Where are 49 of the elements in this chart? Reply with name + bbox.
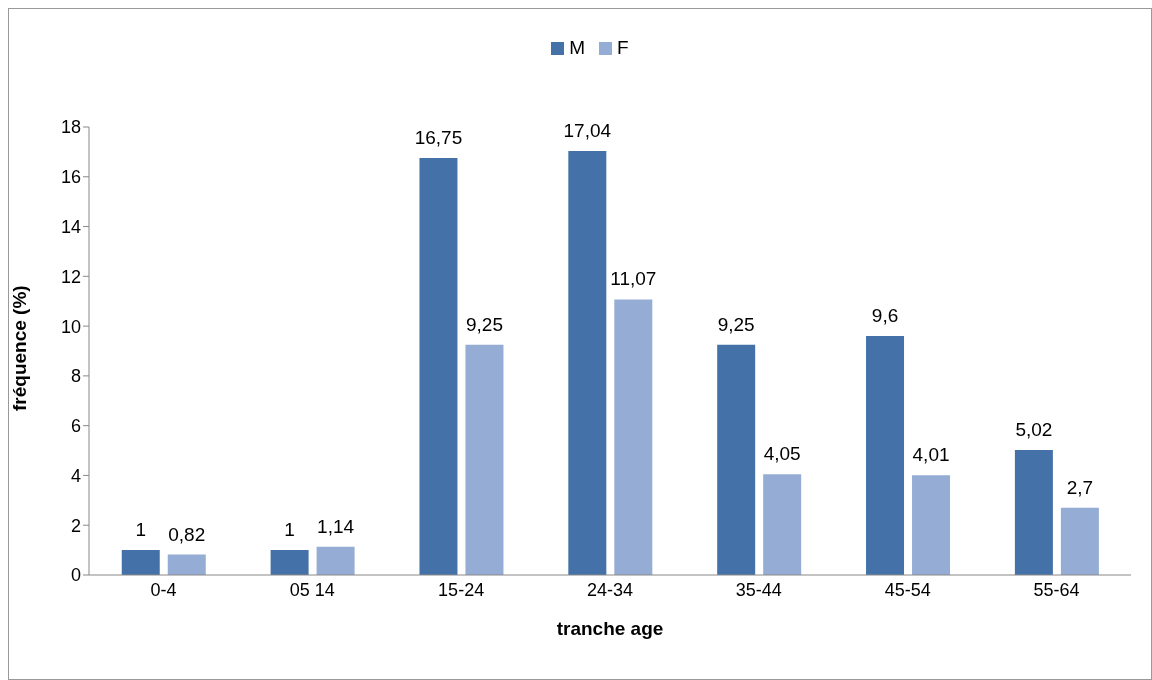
y-tick-label: 18 <box>60 117 81 138</box>
x-tick-label: 24-34 <box>586 579 634 600</box>
bar <box>121 550 160 575</box>
y-tick-label: 2 <box>70 515 81 536</box>
data-label: 9,6 <box>871 305 899 327</box>
data-label: 0,82 <box>168 523 206 545</box>
bar <box>465 344 504 575</box>
data-label: 5,02 <box>1015 419 1053 441</box>
x-tick-label: 55-64 <box>1033 579 1080 600</box>
y-tick-label: 8 <box>70 366 81 387</box>
y-axis-title: fréquence (%) <box>8 285 30 411</box>
bar <box>866 336 905 575</box>
x-tick-label: 35-44 <box>735 579 782 600</box>
x-tick-label: 45-54 <box>884 579 931 600</box>
legend-label: F <box>616 37 629 59</box>
x-tick-label: 15-24 <box>438 579 485 600</box>
data-label: 16,75 <box>414 127 463 149</box>
bar <box>912 475 951 575</box>
y-tick-label: 16 <box>60 167 81 188</box>
bar <box>419 158 458 575</box>
data-label: 11,07 <box>610 268 657 290</box>
data-label: 17,04 <box>563 119 612 141</box>
y-tick-label: 0 <box>70 565 81 586</box>
data-label: 4,01 <box>912 444 950 466</box>
bar <box>568 150 607 575</box>
data-label: 2,7 <box>1066 476 1094 498</box>
x-tick-label: 0-4 <box>150 579 177 600</box>
bar <box>270 550 309 575</box>
bar <box>1060 507 1099 575</box>
bar <box>316 546 355 575</box>
y-tick-label: 12 <box>60 266 81 287</box>
data-label: 1 <box>135 519 147 541</box>
y-tick-label: 4 <box>70 465 81 486</box>
data-label: 9,25 <box>465 313 503 335</box>
y-tick-label: 10 <box>60 316 81 337</box>
bar <box>763 474 802 575</box>
y-tick-label: 6 <box>70 416 81 437</box>
x-axis-title: tranche age <box>556 618 664 639</box>
bar <box>1014 450 1053 575</box>
data-label: 9,25 <box>717 313 755 335</box>
legend-label: M <box>568 37 586 59</box>
bar <box>717 344 756 575</box>
data-label: 4,05 <box>763 443 801 465</box>
bar <box>167 554 206 575</box>
data-label: 1 <box>284 519 295 541</box>
data-label: 1,14 <box>317 515 355 537</box>
y-tick-label: 14 <box>60 216 81 237</box>
x-tick-label: 05 14 <box>289 579 335 600</box>
bar <box>614 299 653 575</box>
